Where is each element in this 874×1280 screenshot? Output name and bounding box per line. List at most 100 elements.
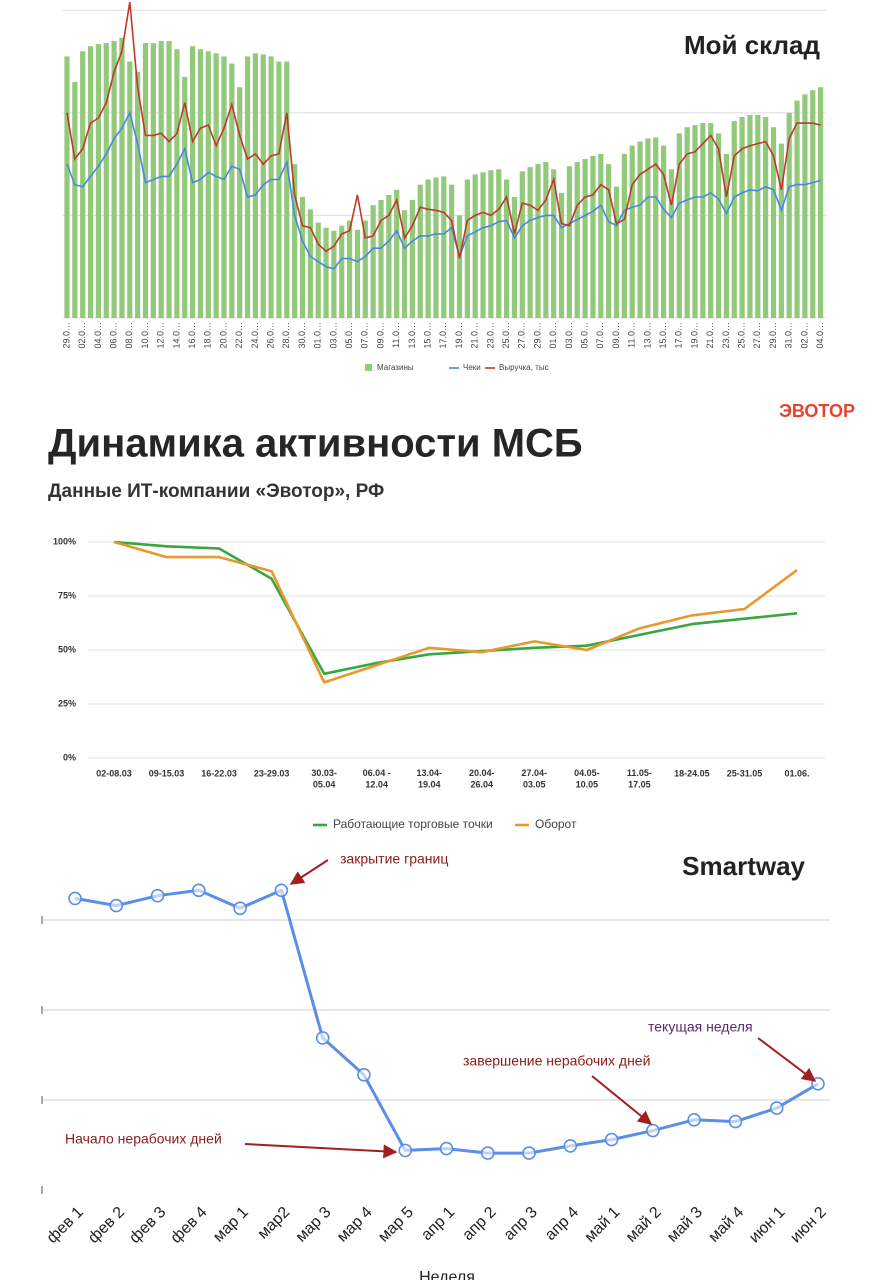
bar <box>315 222 321 318</box>
y-tick-label: 25% <box>58 698 76 708</box>
x-tick-label: апр 1 <box>418 1204 458 1244</box>
marker <box>233 901 247 916</box>
x-tick-label: апр 3 <box>501 1204 541 1244</box>
x-tick-label: 28.0… <box>281 322 291 349</box>
bar <box>543 162 549 318</box>
bar <box>292 164 298 318</box>
x-tick-label: 04.0… <box>815 322 825 349</box>
bar <box>386 194 392 318</box>
x-tick-label: 11.0… <box>627 322 637 348</box>
bar <box>551 169 557 318</box>
x-tick-label: 17.0… <box>674 322 684 349</box>
bar <box>354 229 361 318</box>
bar <box>307 209 313 318</box>
bar <box>417 184 423 318</box>
x-tick-label: 25.0… <box>501 322 511 349</box>
x-tick-label: май 3 <box>664 1204 706 1246</box>
bar <box>237 87 243 319</box>
x-tick-label: фев 3 <box>126 1204 169 1247</box>
marker <box>480 1146 495 1160</box>
bar <box>653 137 659 318</box>
x-tick-label: 25-31.05 <box>727 768 763 778</box>
x-tick-label: 27.0… <box>517 322 527 349</box>
x-tick-label: 24.0… <box>250 322 260 349</box>
x-tick-label: 07.0… <box>595 322 605 349</box>
bar <box>504 179 510 318</box>
bar <box>715 133 722 318</box>
bar <box>574 162 580 318</box>
bar <box>621 153 627 318</box>
x-tick-label: 06.04 -12.04 <box>363 768 391 789</box>
legend-label: Выручка, тыс <box>499 363 549 372</box>
x-tick-label: 09.0… <box>375 322 385 349</box>
bar <box>401 210 408 318</box>
bar <box>174 49 180 318</box>
x-tick-label: 14.0… <box>171 322 181 349</box>
bar <box>747 114 753 318</box>
x-axis-title: Неделя <box>419 1269 475 1280</box>
x-tick-label: 15.0… <box>422 322 432 349</box>
x-tick-label: 01.0… <box>313 322 323 349</box>
x-tick-label: 13.0… <box>642 322 652 349</box>
bar <box>339 225 345 318</box>
marker <box>68 891 82 906</box>
x-tick-label: 03.0… <box>328 322 338 349</box>
bar <box>331 230 337 318</box>
y-tick-label: 0% <box>63 752 76 762</box>
x-tick-label: 21.0… <box>705 322 715 349</box>
bar <box>582 159 588 318</box>
x-tick-label: 19.0… <box>689 322 699 349</box>
bar <box>708 123 714 318</box>
x-tick-label: май 1 <box>582 1204 624 1246</box>
marker <box>315 1031 330 1045</box>
bar <box>590 155 596 318</box>
x-tick-label: май 4 <box>705 1204 747 1246</box>
logo: ЭВОТОР <box>779 401 855 421</box>
bar <box>441 176 447 318</box>
x-tick-label: 15.0… <box>658 322 668 349</box>
bar <box>770 127 777 318</box>
bar <box>496 169 502 318</box>
bar <box>158 41 164 318</box>
bar <box>260 54 266 319</box>
x-tick-label: 09-15.03 <box>149 768 185 778</box>
x-tick-label: мар 5 <box>375 1204 417 1246</box>
x-tick-label: 23.0… <box>721 322 731 349</box>
x-tick-label: 18-24.05 <box>674 768 710 778</box>
bar <box>150 43 156 319</box>
bar <box>731 121 737 318</box>
bar <box>449 184 455 318</box>
x-tick-label: 11.05-17.05 <box>627 768 652 789</box>
x-tick-label: 20.04-26.04 <box>469 768 495 789</box>
marker <box>150 888 165 903</box>
annotation: закрытие границ <box>340 851 448 867</box>
bar <box>127 61 133 318</box>
bar <box>370 205 376 318</box>
x-tick-label: 07.0… <box>360 322 370 349</box>
marker <box>769 1101 784 1115</box>
x-tick-label: 05.0… <box>344 322 354 349</box>
x-tick-label: 18.0… <box>203 322 213 349</box>
x-tick-label: 11.0… <box>391 322 401 348</box>
bar <box>692 125 698 319</box>
bar <box>535 164 541 318</box>
x-tick-label: 04.0… <box>93 322 103 349</box>
bar <box>362 220 368 318</box>
bar <box>755 114 761 318</box>
marker <box>192 883 206 898</box>
x-tick-label: 10.0… <box>140 322 150 349</box>
marker <box>274 883 289 898</box>
bar <box>409 200 415 318</box>
bar <box>182 76 188 318</box>
bar <box>802 94 808 318</box>
x-tick-label: 06.0… <box>108 322 118 349</box>
x-tick-label: 02.0… <box>799 322 809 349</box>
bar <box>661 145 667 318</box>
bar <box>778 143 784 318</box>
legend-label: Оборот <box>535 817 577 831</box>
bar <box>221 56 227 319</box>
x-tick-label: 13.0… <box>407 322 417 349</box>
bar <box>323 227 329 318</box>
bar <box>229 63 235 318</box>
